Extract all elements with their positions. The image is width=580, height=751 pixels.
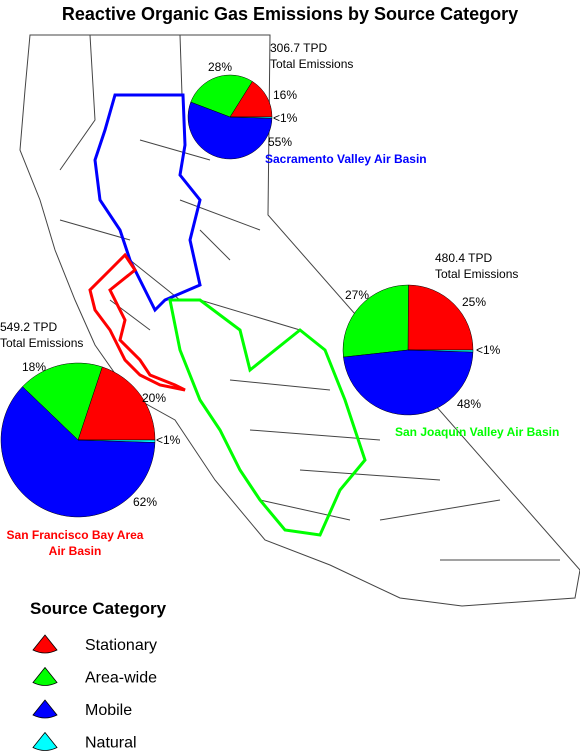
pie-label: 28% (208, 60, 232, 74)
pie-slice (0, 386, 156, 518)
legend-title: Source Category (30, 599, 167, 618)
pie-label: 25% (462, 295, 486, 309)
pie-label: <1% (273, 111, 298, 125)
pie-slice (343, 349, 474, 416)
pie-slice (342, 284, 409, 358)
sacramento-basin-boundary (93, 93, 202, 313)
legend-icon (32, 699, 58, 719)
pie-slice (77, 366, 156, 441)
pie-label: 20% (142, 391, 166, 405)
pie-slice (187, 101, 273, 160)
legend-icon (32, 634, 58, 654)
pie-label: 18% (22, 360, 46, 374)
pie-label: <1% (476, 343, 501, 357)
total-caption: Total Emissions (270, 57, 353, 71)
legend-label: Mobile (85, 702, 132, 719)
pie-slice (22, 362, 103, 441)
pie-slice (77, 439, 156, 443)
pie-label: 48% (457, 397, 481, 411)
total-caption: Total Emissions (0, 336, 83, 350)
pie-label: 16% (273, 88, 297, 102)
basin-name: Air Basin (49, 544, 102, 558)
basin-name: San Francisco Bay Area (7, 528, 144, 542)
legend-icon (32, 731, 58, 751)
total-label: 480.4 TPD (435, 251, 492, 265)
pie-label: 27% (345, 288, 369, 302)
total-label: 306.7 TPD (270, 41, 327, 55)
legend-label: Stationary (85, 637, 157, 654)
pie-slice (407, 349, 474, 353)
pie-label: 55% (268, 135, 292, 149)
pie-slice (407, 284, 474, 351)
pie-slice (229, 116, 273, 119)
legend-label: Natural (85, 735, 137, 751)
state-outline (19, 34, 580, 607)
legend-icon (32, 666, 58, 686)
basin-name: Sacramento Valley Air Basin (265, 152, 427, 166)
pie-slice (190, 74, 253, 118)
pie-label: <1% (156, 433, 181, 447)
pie-label: 62% (133, 495, 157, 509)
total-caption: Total Emissions (435, 267, 518, 281)
legend-label: Area-wide (85, 670, 157, 687)
title: Reactive Organic Gas Emissions by Source… (62, 4, 518, 24)
basin-name: San Joaquin Valley Air Basin (395, 425, 559, 439)
sj-basin-boundary (168, 298, 367, 537)
sf-basin-boundary (88, 252, 186, 392)
total-label: 549.2 TPD (0, 320, 57, 334)
